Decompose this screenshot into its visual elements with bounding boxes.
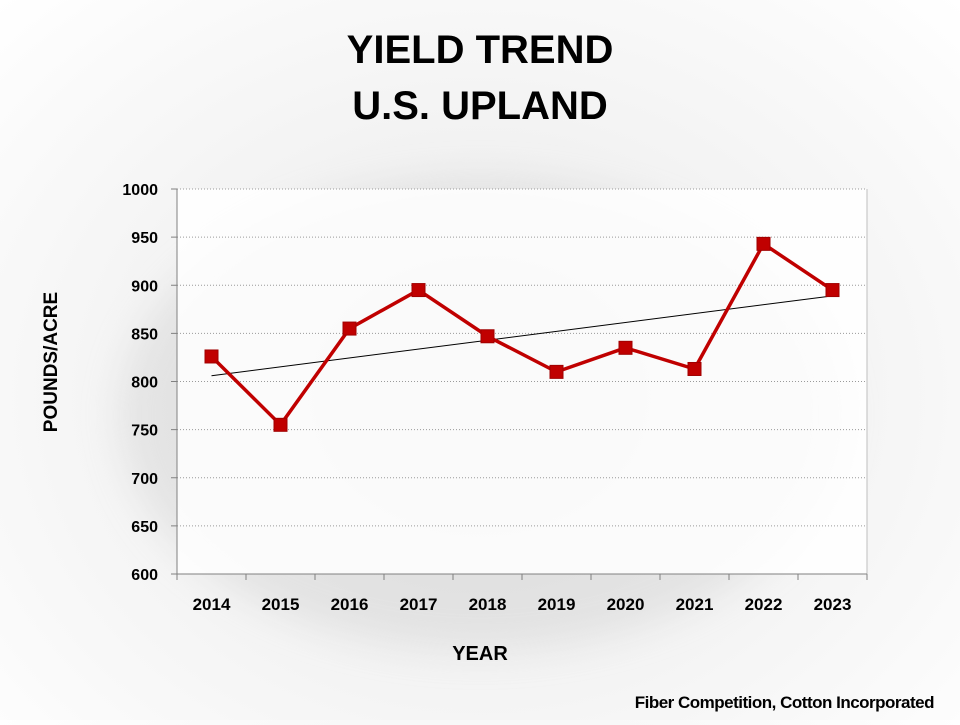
y-tick-label: 700	[131, 471, 158, 488]
data-point	[549, 364, 564, 379]
x-tick-label: 2016	[331, 595, 369, 614]
chart-subtitle: U.S. UPLAND	[352, 84, 608, 128]
data-point	[204, 349, 219, 364]
x-tick-label: 2021	[676, 595, 714, 614]
x-tick-label: 2023	[814, 595, 852, 614]
x-tick-label: 2017	[400, 595, 438, 614]
series-line	[210, 242, 834, 427]
x-tick-label: 2022	[745, 595, 783, 614]
x-tick-label: 2015	[262, 595, 300, 614]
y-axis-label: POUNDS/ACRE	[41, 291, 62, 433]
y-tick-label: 800	[131, 375, 158, 392]
chart-title: YIELD TREND	[346, 28, 614, 72]
y-tick-label: 950	[131, 230, 158, 247]
x-tick-label: 2019	[538, 595, 576, 614]
data-point	[687, 361, 702, 376]
data-point	[480, 329, 495, 344]
data-point	[411, 283, 426, 298]
x-tick-label: 2018	[469, 595, 507, 614]
x-tick-label: 2014	[193, 595, 231, 614]
data-point	[756, 236, 771, 251]
data-point	[825, 283, 840, 298]
y-tick-label: 600	[131, 567, 158, 584]
x-tick-label: 2020	[607, 595, 645, 614]
y-tick-label: 1000	[122, 182, 158, 199]
y-tick-label: 850	[131, 326, 158, 343]
data-point	[618, 340, 633, 355]
y-tick-label: 650	[131, 519, 158, 536]
y-tick-label: 900	[131, 278, 158, 295]
data-point	[273, 417, 288, 432]
x-axis-label: YEAR	[452, 643, 508, 665]
data-point	[342, 321, 357, 336]
source-credit: Fiber Competition, Cotton Incorporated	[634, 693, 935, 712]
y-tick-label: 750	[131, 423, 158, 440]
